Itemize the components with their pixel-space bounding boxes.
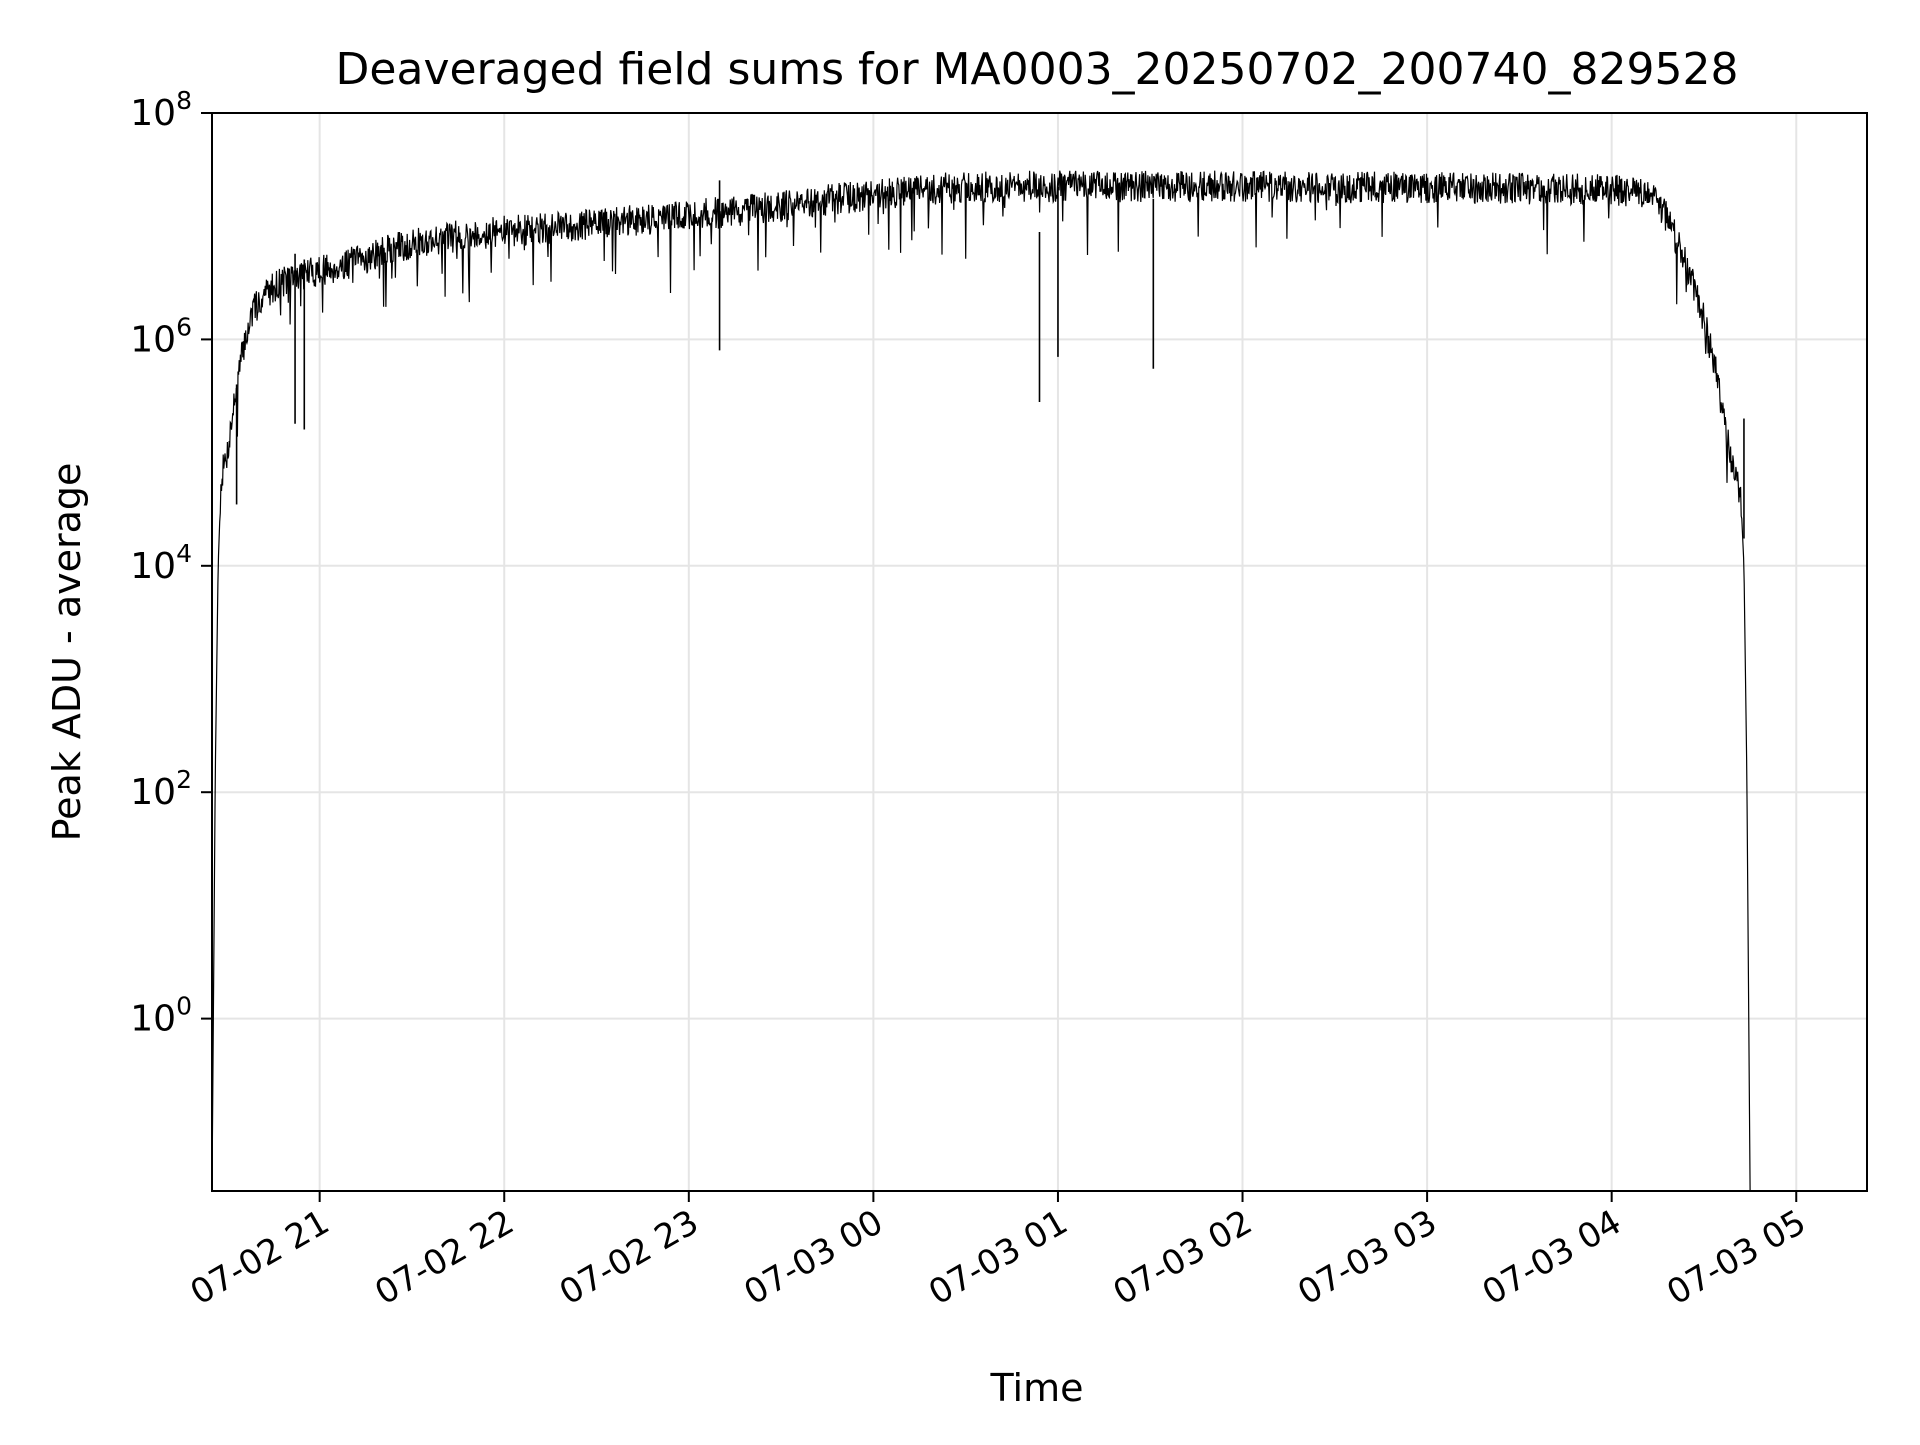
y-tick-exponent: 6 xyxy=(176,312,192,341)
plot-frame xyxy=(211,112,1868,1192)
y-tick-exponent: 0 xyxy=(176,992,192,1021)
series-line xyxy=(211,170,1751,1192)
y-tick-exponent: 2 xyxy=(176,765,192,794)
series-layer xyxy=(211,170,1751,1192)
y-tick-exponent: 8 xyxy=(176,86,192,115)
x-axis-label: Time xyxy=(990,1366,1084,1410)
chart-title: Deaveraged field sums for MA0003_2025070… xyxy=(336,44,1739,95)
y-axis-label: Peak ADU - average xyxy=(45,463,89,842)
y-tick-exponent: 4 xyxy=(176,539,192,568)
y-tick-label: 100 xyxy=(130,992,192,1040)
